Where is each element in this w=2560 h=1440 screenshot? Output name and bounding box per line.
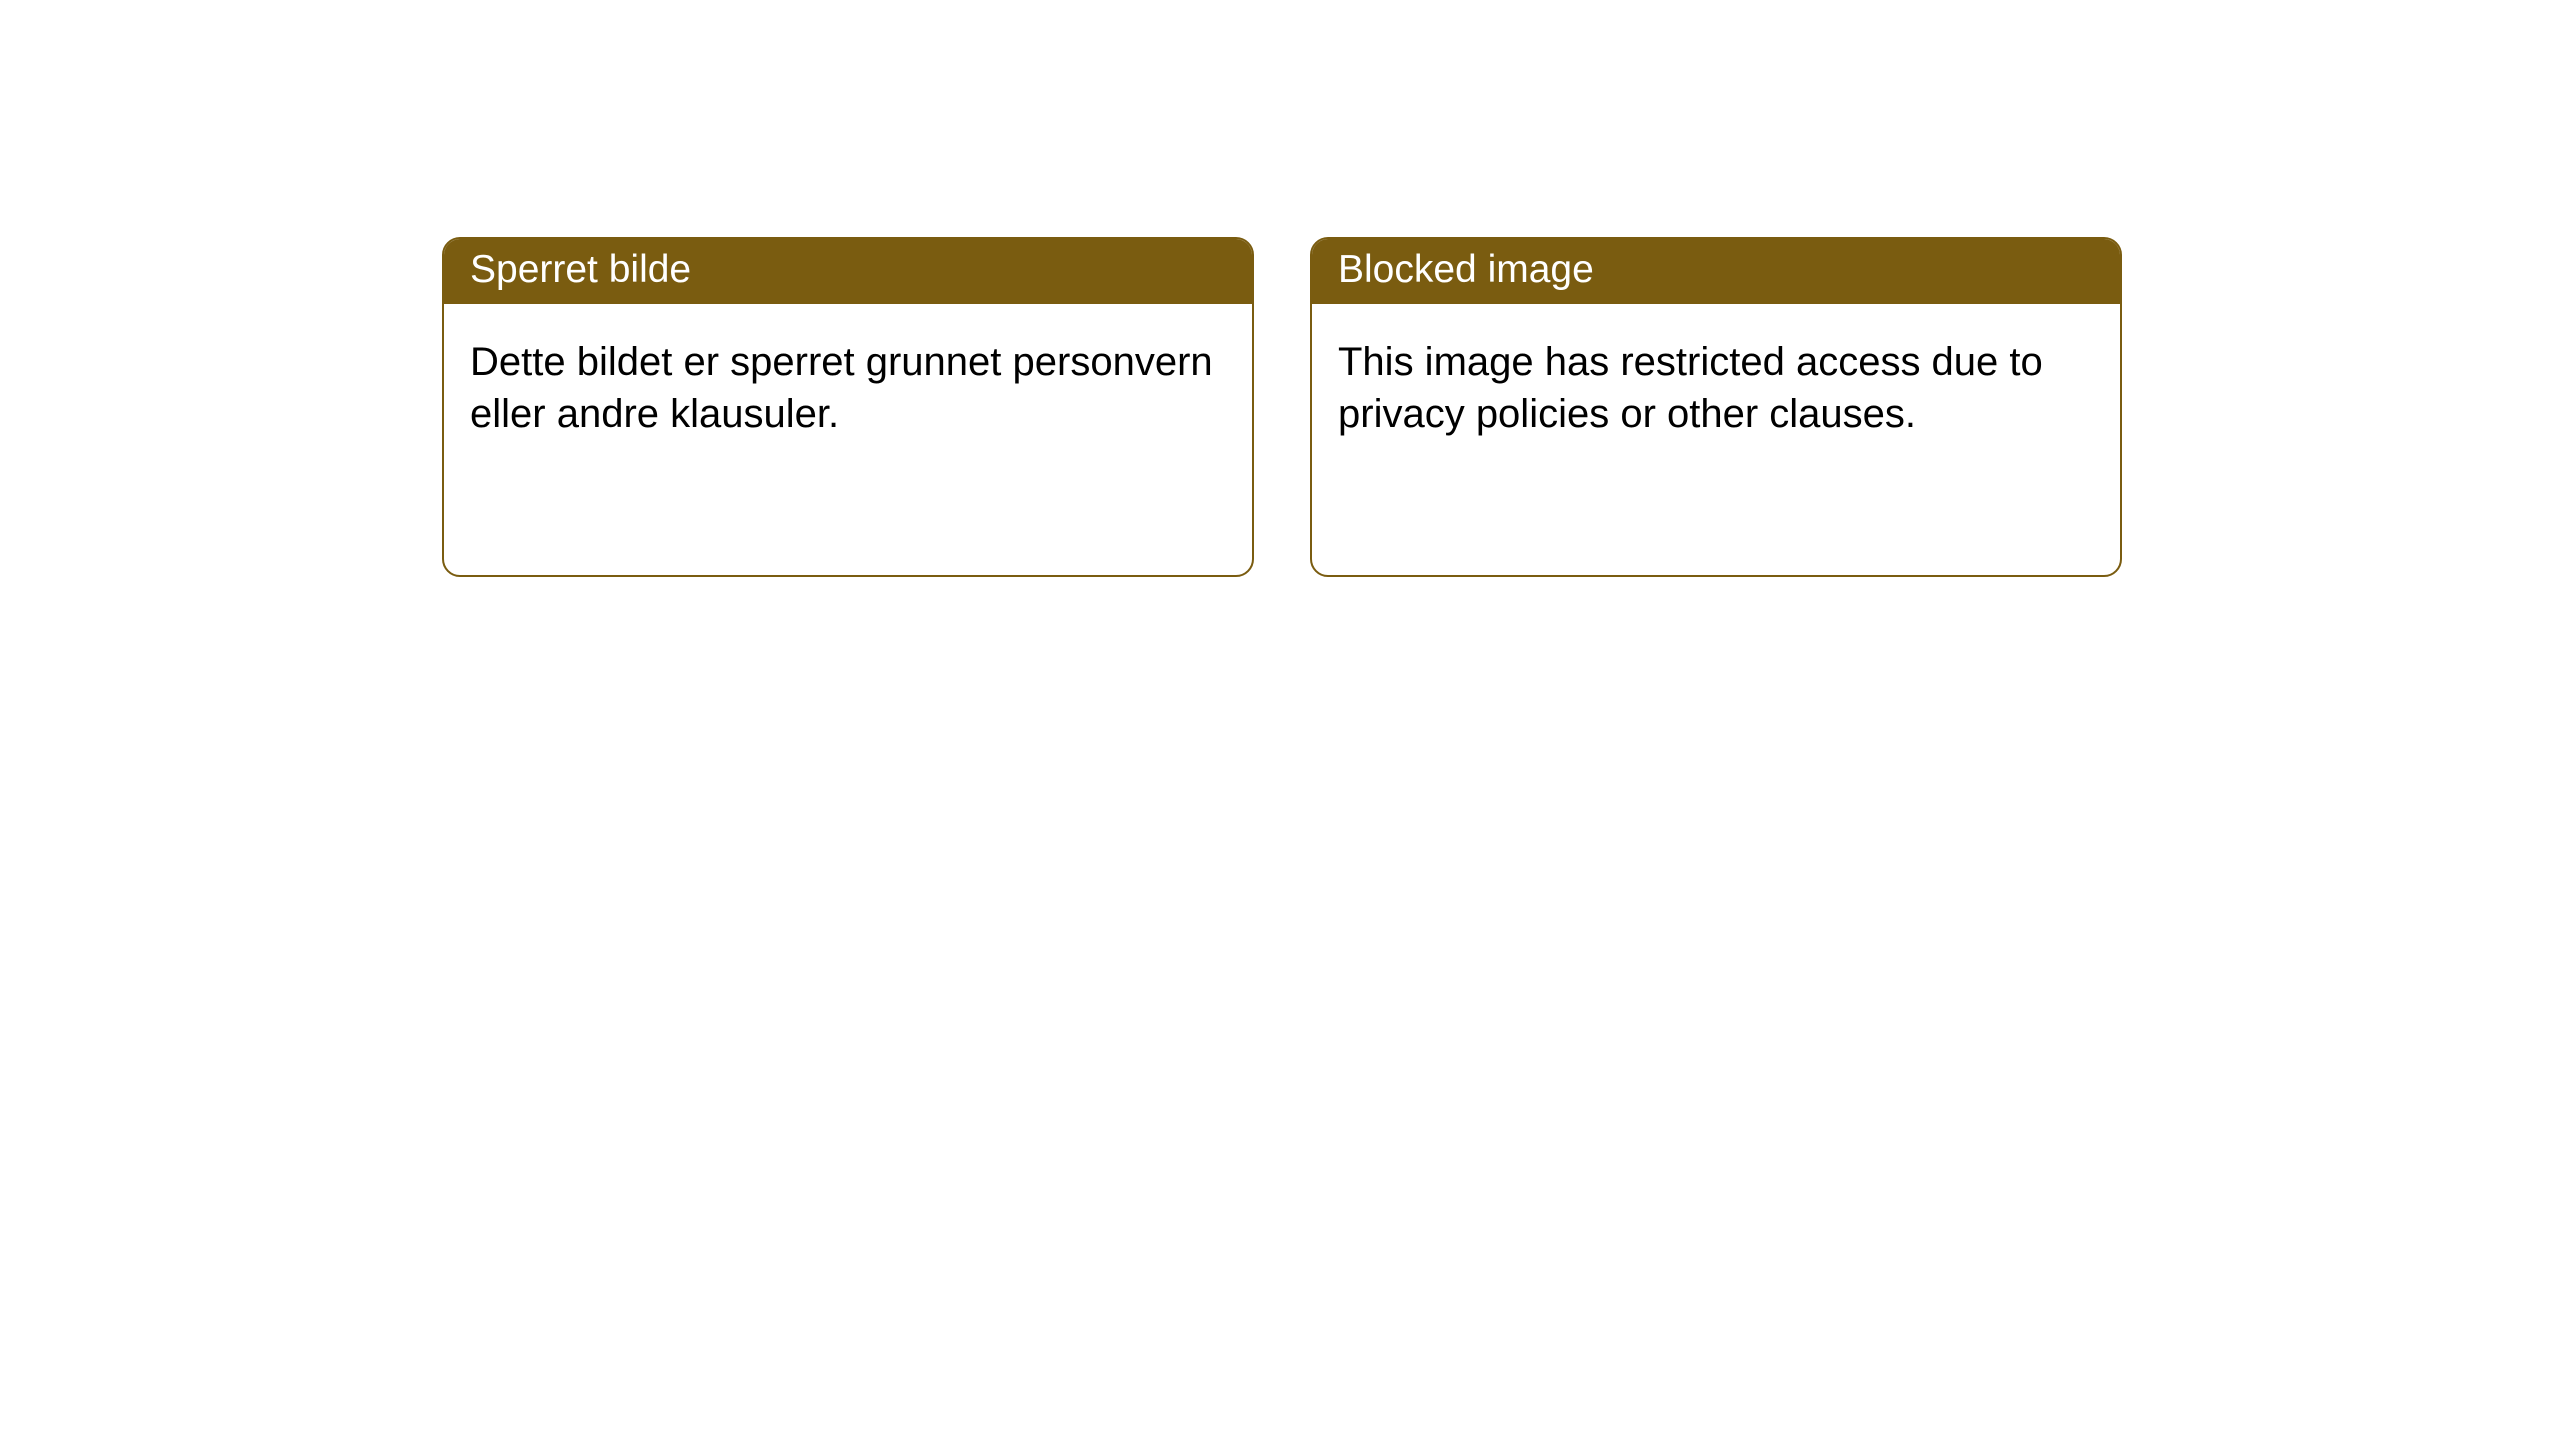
blocked-image-panel-no: Sperret bilde Dette bildet er sperret gr… xyxy=(442,237,1254,577)
notice-panels-container: Sperret bilde Dette bildet er sperret gr… xyxy=(0,0,2560,577)
panel-title-en: Blocked image xyxy=(1312,239,2120,304)
panel-body-en: This image has restricted access due to … xyxy=(1312,304,2120,466)
blocked-image-panel-en: Blocked image This image has restricted … xyxy=(1310,237,2122,577)
panel-title-no: Sperret bilde xyxy=(444,239,1252,304)
panel-body-no: Dette bildet er sperret grunnet personve… xyxy=(444,304,1252,466)
